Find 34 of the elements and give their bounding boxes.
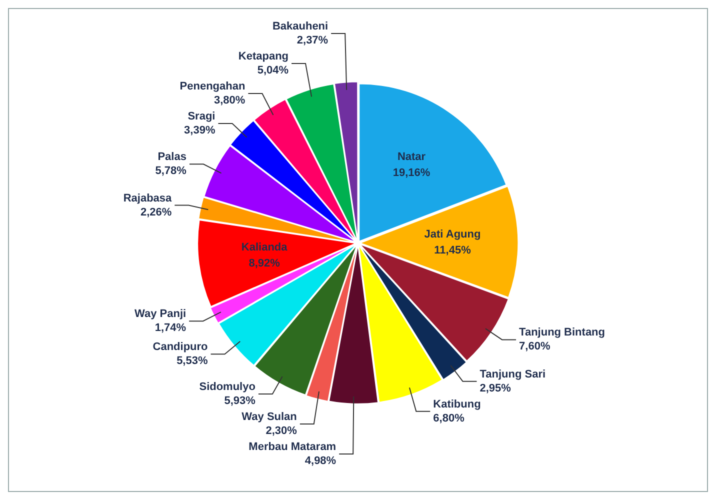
slice-label: Penengahan	[180, 80, 246, 93]
slice-label: Merbau Mataram	[248, 440, 336, 453]
data-label: 5,93%	[224, 394, 256, 407]
slice-label: Sragi	[188, 110, 216, 123]
slice-label: Tanjung Sari	[480, 368, 546, 380]
data-label: 2,95%	[480, 382, 512, 394]
data-label: 8,92%	[248, 257, 280, 270]
data-label: 7,60%	[519, 340, 550, 353]
slice-label: Way Panji	[134, 308, 186, 320]
slice-label: Tanjung Bintang	[519, 326, 605, 339]
slice-label: Rajabasa	[123, 192, 173, 204]
data-label: 19,16%	[392, 167, 430, 180]
data-label: 2,26%	[140, 206, 172, 218]
slice-label: Palas	[158, 151, 186, 164]
data-label: 1,74%	[154, 322, 186, 334]
slice-label: Candipuro	[152, 341, 208, 354]
data-label: 6,80%	[433, 412, 465, 424]
data-label: 5,04%	[257, 64, 289, 77]
data-label: 3,80%	[214, 94, 246, 107]
data-label: 4,98%	[304, 454, 336, 467]
slice-label: Bakauheni	[272, 20, 328, 33]
data-label: 2,30%	[266, 424, 298, 437]
slice-label: Kalianda	[241, 241, 288, 254]
data-label: 11,45%	[434, 244, 472, 256]
data-label: 5,78%	[155, 165, 187, 178]
slice-label: Natar	[397, 151, 426, 164]
data-label: 5,53%	[176, 355, 208, 368]
data-label: 3,39%	[184, 124, 216, 137]
data-label: 2,37%	[296, 34, 328, 47]
slice-label: Way Sulan	[242, 410, 298, 423]
slice-label: Sidomulyo	[199, 380, 256, 393]
slice-label: Katibung	[433, 398, 481, 410]
slice-label: Ketapang	[238, 50, 289, 63]
slice-label: Jati Agung	[424, 228, 481, 240]
